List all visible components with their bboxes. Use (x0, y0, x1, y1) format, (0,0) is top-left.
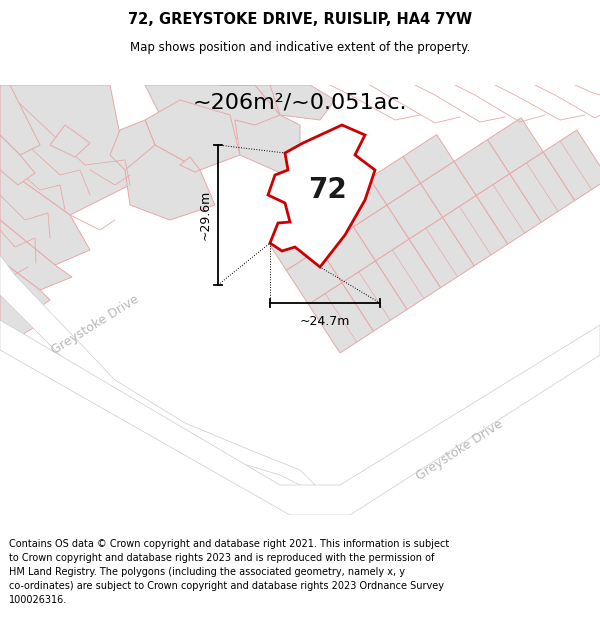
Polygon shape (0, 320, 600, 515)
Polygon shape (403, 134, 454, 183)
Text: 72, GREYSTOKE DRIVE, RUISLIP, HA4 7YW: 72, GREYSTOKE DRIVE, RUISLIP, HA4 7YW (128, 12, 472, 27)
Polygon shape (0, 295, 35, 337)
Polygon shape (370, 156, 421, 205)
Polygon shape (353, 205, 409, 261)
Text: 72: 72 (308, 176, 347, 204)
Text: Map shows position and indicative extent of the property.: Map shows position and indicative extent… (130, 41, 470, 54)
Polygon shape (0, 135, 35, 185)
Text: ~206m²/~0.051ac.: ~206m²/~0.051ac. (193, 93, 407, 113)
Polygon shape (454, 139, 509, 196)
Polygon shape (387, 183, 443, 239)
Polygon shape (180, 157, 200, 172)
Polygon shape (0, 255, 340, 515)
Polygon shape (308, 282, 374, 353)
Text: ~29.6m: ~29.6m (199, 190, 212, 240)
Polygon shape (443, 196, 508, 266)
Polygon shape (320, 227, 376, 282)
Polygon shape (409, 217, 474, 288)
Polygon shape (125, 145, 215, 220)
Polygon shape (543, 130, 600, 201)
Polygon shape (488, 118, 543, 174)
Polygon shape (342, 261, 407, 331)
Polygon shape (0, 220, 72, 290)
Polygon shape (270, 85, 335, 120)
Polygon shape (336, 178, 387, 227)
Polygon shape (302, 200, 353, 249)
Polygon shape (376, 239, 440, 309)
Polygon shape (0, 165, 90, 265)
Polygon shape (286, 249, 342, 304)
Polygon shape (220, 85, 290, 115)
Polygon shape (145, 85, 280, 140)
Text: Greystoke Drive: Greystoke Drive (414, 417, 506, 483)
Polygon shape (0, 260, 50, 315)
Polygon shape (0, 85, 130, 215)
Polygon shape (235, 115, 300, 175)
Text: Contains OS data © Crown copyright and database right 2021. This information is : Contains OS data © Crown copyright and d… (9, 539, 449, 605)
Polygon shape (50, 125, 90, 157)
Polygon shape (0, 85, 40, 155)
Polygon shape (145, 100, 240, 170)
Text: Greystoke Drive: Greystoke Drive (49, 293, 141, 357)
Polygon shape (110, 120, 155, 175)
Polygon shape (268, 125, 375, 267)
Polygon shape (269, 222, 320, 270)
Polygon shape (421, 161, 476, 217)
Polygon shape (476, 174, 541, 244)
Polygon shape (509, 152, 575, 222)
Text: ~24.7m: ~24.7m (300, 315, 350, 328)
